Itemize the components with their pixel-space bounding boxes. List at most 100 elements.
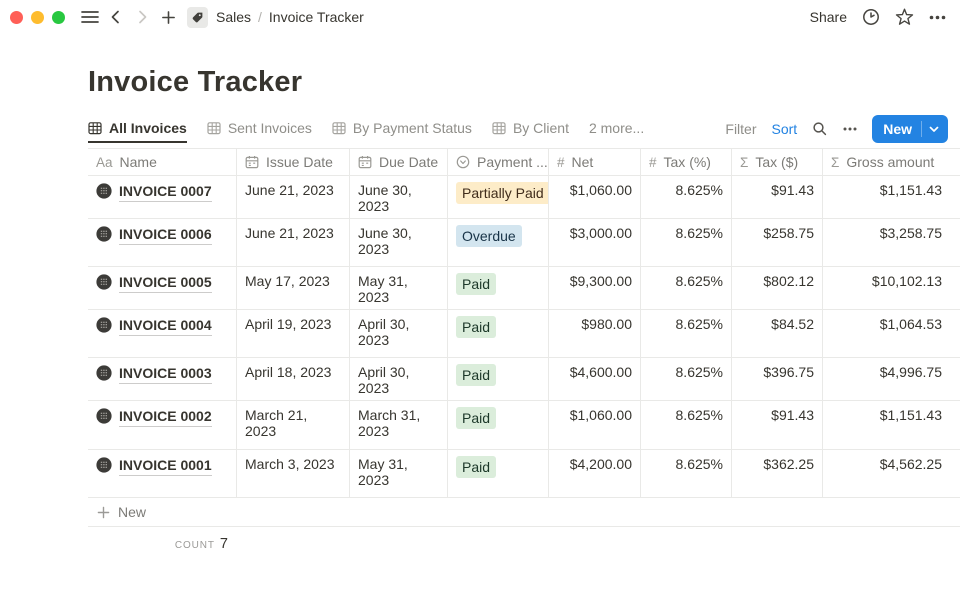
tax-dollar-cell[interactable]: $84.52 [732, 310, 823, 357]
status-badge[interactable]: Paid [456, 407, 497, 429]
view-tab-2-more[interactable]: 2 more... [589, 115, 644, 143]
status-badge[interactable]: Paid [456, 364, 497, 386]
new-button[interactable]: New [872, 115, 948, 143]
new-button-chevron-down-icon[interactable] [922, 126, 948, 133]
invoice-page-link[interactable]: INVOICE 0005 [119, 273, 212, 293]
tax-dollar-cell[interactable]: $802.12 [732, 267, 823, 309]
more-options-icon[interactable] [929, 15, 946, 20]
favorite-star-icon[interactable] [895, 8, 914, 27]
new-page-icon[interactable] [155, 4, 181, 30]
column-header-tax[interactable]: Σ Tax ($) [732, 149, 823, 175]
view-tab-by-client[interactable]: By Client [492, 115, 569, 143]
view-tab-by-payment-status[interactable]: By Payment Status [332, 115, 472, 143]
due-date-cell[interactable]: May 31, 2023 [350, 267, 448, 309]
share-button[interactable]: Share [809, 9, 847, 25]
tax-percent-cell[interactable]: 8.625% [641, 267, 732, 309]
invoice-page-link[interactable]: INVOICE 0003 [119, 364, 212, 384]
forward-icon[interactable] [129, 4, 155, 30]
tax-percent-cell[interactable]: 8.625% [641, 358, 732, 400]
page-emoji-tag-icon[interactable] [187, 6, 208, 28]
net-cell[interactable]: $4,200.00 [549, 450, 641, 497]
updates-clock-icon[interactable] [862, 8, 880, 26]
page-title[interactable]: Invoice Tracker [88, 66, 303, 98]
sort-button[interactable]: Sort [771, 121, 798, 137]
view-options-icon[interactable] [843, 127, 857, 131]
tax-percent-cell[interactable]: 8.625% [641, 219, 732, 266]
invoice-name-cell[interactable]: INVOICE 0004 [88, 310, 237, 357]
column-header-net[interactable]: # Net [549, 149, 641, 175]
due-date-cell[interactable]: June 30, 2023 [350, 219, 448, 266]
column-header-tax[interactable]: # Tax (%) [641, 149, 732, 175]
tax-percent-cell[interactable]: 8.625% [641, 401, 732, 449]
count-cell[interactable]: COUNT 7 [88, 536, 237, 552]
gross-amount-cell[interactable]: $1,064.53 [823, 310, 950, 357]
gross-amount-cell[interactable]: $3,258.75 [823, 219, 950, 266]
column-header-gross-amount[interactable]: Σ Gross amount [823, 149, 950, 175]
invoice-page-link[interactable]: INVOICE 0001 [119, 456, 212, 476]
gross-amount-cell[interactable]: $1,151.43 [823, 176, 950, 218]
tax-dollar-cell[interactable]: $362.25 [732, 450, 823, 497]
gross-amount-cell[interactable]: $1,151.43 [823, 401, 950, 449]
new-button-label[interactable]: New [883, 121, 912, 137]
tax-percent-cell[interactable]: 8.625% [641, 176, 732, 218]
net-cell[interactable]: $4,600.00 [549, 358, 641, 400]
sidebar-menu-icon[interactable] [77, 4, 103, 30]
back-icon[interactable] [103, 4, 129, 30]
invoice-name-cell[interactable]: INVOICE 0002 [88, 401, 237, 449]
due-date-cell[interactable]: May 31, 2023 [350, 450, 448, 497]
issue-date-cell[interactable]: June 21, 2023 [237, 176, 350, 218]
column-header-payment[interactable]: Payment ... [448, 149, 549, 175]
tax-dollar-cell[interactable]: $91.43 [732, 176, 823, 218]
payment-status-cell[interactable]: Paid [448, 310, 549, 357]
column-header-due-date[interactable]: Due Date [350, 149, 448, 175]
due-date-cell[interactable]: April 30, 2023 [350, 310, 448, 357]
gross-amount-cell[interactable]: $4,996.75 [823, 358, 950, 400]
payment-status-cell[interactable]: Paid [448, 450, 549, 497]
status-badge[interactable]: Partially Paid [456, 182, 548, 204]
invoice-name-cell[interactable]: INVOICE 0003 [88, 358, 237, 400]
invoice-page-link[interactable]: INVOICE 0002 [119, 407, 212, 427]
column-header-issue-date[interactable]: Issue Date [237, 149, 350, 175]
zoom-window-button[interactable] [52, 10, 65, 24]
tax-dollar-cell[interactable]: $91.43 [732, 401, 823, 449]
invoice-page-link[interactable]: INVOICE 0004 [119, 316, 212, 336]
invoice-name-cell[interactable]: INVOICE 0005 [88, 267, 237, 309]
invoice-name-cell[interactable]: INVOICE 0001 [88, 450, 237, 497]
net-cell[interactable]: $1,060.00 [549, 176, 641, 218]
tax-percent-cell[interactable]: 8.625% [641, 310, 732, 357]
invoice-name-cell[interactable]: INVOICE 0006 [88, 219, 237, 266]
search-icon[interactable] [812, 121, 828, 137]
gross-amount-cell[interactable]: $4,562.25 [823, 450, 950, 497]
tax-dollar-cell[interactable]: $258.75 [732, 219, 823, 266]
minimize-window-button[interactable] [31, 10, 44, 24]
close-window-button[interactable] [10, 10, 23, 24]
status-badge[interactable]: Paid [456, 456, 497, 478]
net-cell[interactable]: $1,060.00 [549, 401, 641, 449]
payment-status-cell[interactable]: Paid [448, 401, 549, 449]
column-header-name[interactable]: Aa Name [88, 149, 237, 175]
invoice-page-link[interactable]: INVOICE 0007 [119, 182, 212, 202]
invoice-page-link[interactable]: INVOICE 0006 [119, 225, 212, 245]
issue-date-cell[interactable]: April 19, 2023 [237, 310, 350, 357]
gross-amount-cell[interactable]: $10,102.13 [823, 267, 950, 309]
view-tab-sent-invoices[interactable]: Sent Invoices [207, 115, 312, 143]
status-badge[interactable]: Overdue [456, 225, 522, 247]
payment-status-cell[interactable]: Paid [448, 267, 549, 309]
payment-status-cell[interactable]: Overdue [448, 219, 549, 266]
net-cell[interactable]: $3,000.00 [549, 219, 641, 266]
status-badge[interactable]: Paid [456, 316, 497, 338]
breadcrumb-current[interactable]: Invoice Tracker [268, 9, 364, 25]
tax-dollar-cell[interactable]: $396.75 [732, 358, 823, 400]
due-date-cell[interactable]: April 30, 2023 [350, 358, 448, 400]
filter-button[interactable]: Filter [725, 121, 757, 137]
invoice-name-cell[interactable]: INVOICE 0007 [88, 176, 237, 218]
view-tab-all-invoices[interactable]: All Invoices [88, 115, 187, 143]
due-date-cell[interactable]: March 31, 2023 [350, 401, 448, 449]
issue-date-cell[interactable]: April 18, 2023 [237, 358, 350, 400]
net-cell[interactable]: $9,300.00 [549, 267, 641, 309]
due-date-cell[interactable]: June 30, 2023 [350, 176, 448, 218]
issue-date-cell[interactable]: March 3, 2023 [237, 450, 350, 497]
status-badge[interactable]: Paid [456, 273, 497, 295]
add-row-button[interactable]: New [88, 498, 960, 527]
net-cell[interactable]: $980.00 [549, 310, 641, 357]
